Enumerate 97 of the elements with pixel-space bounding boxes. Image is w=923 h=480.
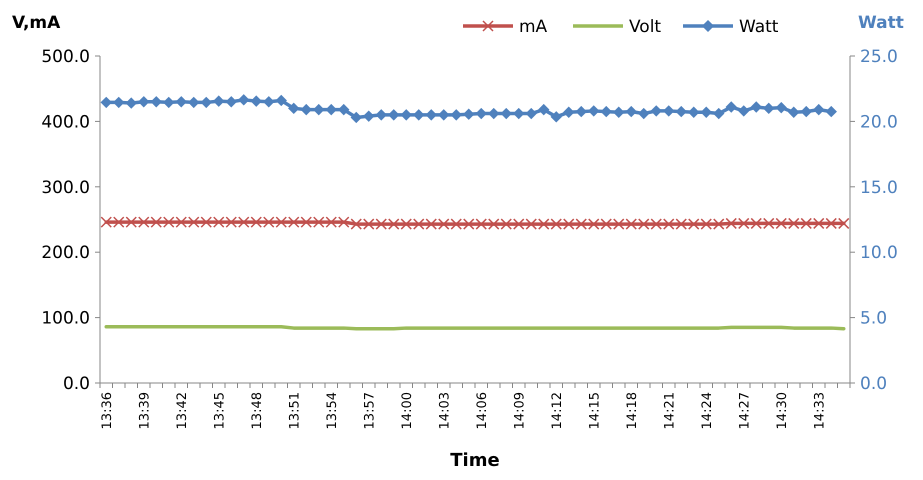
x-tick-label: 13:39	[137, 392, 152, 430]
point	[113, 96, 124, 108]
point	[626, 106, 637, 118]
point	[476, 108, 487, 120]
x-tick-label: 14:15	[587, 392, 602, 430]
point	[676, 106, 687, 118]
y2-axis-title: Watt	[858, 13, 904, 33]
point	[713, 108, 724, 120]
point	[400, 109, 412, 120]
x-tick-label: 13:54	[324, 392, 340, 430]
x-tick-label: 14:30	[774, 392, 790, 430]
y2-tick-label: 10.0	[860, 243, 898, 264]
point	[126, 98, 137, 109]
point	[700, 106, 712, 118]
point	[200, 96, 212, 108]
point	[338, 104, 350, 116]
point	[800, 106, 812, 118]
point	[776, 102, 787, 114]
point	[150, 96, 162, 108]
x-tick-label: 14:06	[474, 392, 490, 430]
point	[376, 109, 387, 120]
point	[563, 106, 574, 118]
x-tick-label: 14:09	[512, 392, 528, 430]
y2-tick-label: 0.0	[860, 374, 888, 394]
point	[300, 104, 312, 116]
point	[250, 96, 262, 107]
point	[826, 106, 837, 118]
point	[650, 105, 662, 116]
point	[176, 96, 187, 108]
legend-label: Volt	[629, 16, 662, 37]
point	[788, 106, 800, 118]
point	[438, 109, 450, 120]
point	[638, 108, 650, 120]
point	[263, 96, 274, 108]
point	[663, 105, 674, 116]
point	[276, 94, 287, 106]
y-tick-label: 0.0	[62, 374, 90, 394]
point	[138, 96, 150, 108]
point	[363, 110, 374, 122]
x-tick-label: 13:45	[212, 392, 228, 430]
point	[538, 104, 550, 116]
x-axis-title: Time	[450, 450, 500, 471]
point	[600, 106, 612, 118]
point	[388, 109, 400, 120]
y-tick-label: 100.0	[41, 308, 90, 329]
point	[613, 106, 624, 118]
legend-label: Watt	[739, 16, 779, 37]
point	[226, 96, 237, 108]
point	[463, 108, 474, 120]
point	[526, 108, 537, 120]
point	[576, 106, 587, 118]
x-tick-label: 13:51	[287, 392, 302, 430]
y-tick-label: 200.0	[41, 243, 90, 264]
point	[100, 96, 112, 108]
point	[813, 104, 824, 116]
point	[238, 94, 250, 106]
y-axis-title: V,mA	[12, 13, 62, 33]
x-tick-label: 14:24	[700, 392, 715, 430]
y2-tick-label: 5.0	[860, 308, 888, 329]
x-tick-label: 14:27	[737, 392, 752, 430]
point	[550, 111, 562, 122]
x-tick-label: 14:12	[550, 392, 565, 430]
x-tick-label: 14:00	[400, 392, 415, 430]
x-tick-label: 14:33	[812, 392, 828, 430]
point	[450, 109, 462, 120]
point	[426, 109, 437, 120]
point	[688, 106, 700, 118]
x-tick-label: 13:36	[100, 392, 115, 430]
point	[738, 105, 750, 116]
y2-tick-label: 25.0	[860, 46, 898, 67]
x-tick-label: 13:42	[174, 392, 190, 430]
point	[513, 108, 524, 120]
y2-tick-label: 15.0	[860, 178, 898, 198]
x-tick-label: 13:48	[250, 392, 265, 430]
x-tick-label: 14:03	[437, 392, 452, 430]
point	[350, 112, 362, 123]
point	[326, 104, 337, 116]
y-tick-label: 300.0	[41, 178, 90, 198]
point	[726, 102, 737, 113]
point	[188, 96, 200, 108]
point	[213, 96, 224, 107]
point	[588, 105, 600, 116]
point	[500, 108, 512, 120]
point	[750, 102, 762, 113]
x-tick-label: 13:57	[362, 392, 378, 430]
point	[763, 102, 774, 114]
point	[413, 109, 424, 120]
y-tick-label: 500.0	[41, 46, 90, 67]
y-tick-label: 400.0	[41, 112, 90, 132]
legend-label: mA	[519, 16, 548, 37]
y2-tick-label: 20.0	[860, 112, 898, 132]
x-tick-label: 14:18	[624, 392, 640, 430]
point	[163, 96, 174, 108]
point	[488, 108, 500, 120]
point	[313, 104, 324, 116]
x-tick-label: 14:21	[662, 392, 678, 430]
point	[288, 102, 300, 114]
